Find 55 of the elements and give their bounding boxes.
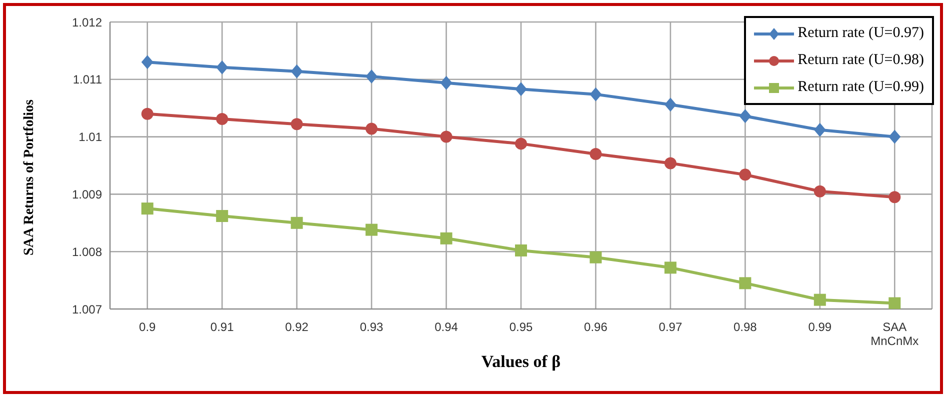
y-tick-label: 1.012 <box>72 15 102 30</box>
y-tick-label: 1.011 <box>72 72 102 87</box>
point <box>440 232 452 244</box>
point <box>590 148 602 160</box>
x-tick-label: 0.92 <box>285 320 309 334</box>
legend-label: Return rate (U=0.98) <box>798 52 924 69</box>
y-tick-label: 1.008 <box>72 244 102 259</box>
point <box>590 87 602 102</box>
point <box>440 130 452 143</box>
x-axis-title: Values of β <box>481 352 561 371</box>
x-tick-label: 0.98 <box>734 320 758 334</box>
point <box>216 60 228 74</box>
x-tick-label: 0.91 <box>210 320 234 334</box>
point <box>739 168 752 181</box>
point <box>888 130 901 144</box>
y-tick-label: 1.007 <box>72 302 102 316</box>
y-axis-title: SAA Returns of Portfolios <box>22 99 37 256</box>
legend-label: Return rate (U=0.99) <box>798 79 924 96</box>
y-tick-label: 1.009 <box>72 187 102 202</box>
x-tick-label: 0.99 <box>808 320 832 334</box>
x-tick-label: 0.96 <box>584 320 608 334</box>
point <box>366 122 378 135</box>
point <box>739 109 752 124</box>
point <box>814 185 826 198</box>
point <box>440 76 452 90</box>
point <box>141 55 154 70</box>
point <box>515 244 527 256</box>
point <box>290 118 303 130</box>
x-tick-label: 0.95 <box>509 320 533 334</box>
point <box>141 202 154 215</box>
point <box>141 108 154 120</box>
x-tick-label: 0.9 <box>139 320 156 334</box>
x-tick-label: SAA MnCnMx <box>870 320 919 348</box>
point <box>366 224 378 236</box>
point <box>814 122 826 137</box>
y-tick-label: 1.01 <box>78 130 102 144</box>
point <box>814 294 826 306</box>
point <box>664 98 676 112</box>
point <box>216 210 228 222</box>
point <box>515 138 527 150</box>
x-tick-label: 0.94 <box>434 320 458 334</box>
x-tick-label: 0.93 <box>360 320 384 334</box>
point <box>590 251 602 264</box>
point <box>888 297 901 309</box>
x-tick-label: 0.97 <box>658 320 682 334</box>
point <box>216 113 228 126</box>
point <box>290 64 303 78</box>
point <box>739 277 752 290</box>
point <box>366 70 378 84</box>
point <box>515 82 527 96</box>
point <box>664 262 676 274</box>
legend-label: Return rate (U=0.97) <box>798 25 924 42</box>
point <box>888 191 901 204</box>
point <box>290 216 303 229</box>
point <box>664 157 676 170</box>
